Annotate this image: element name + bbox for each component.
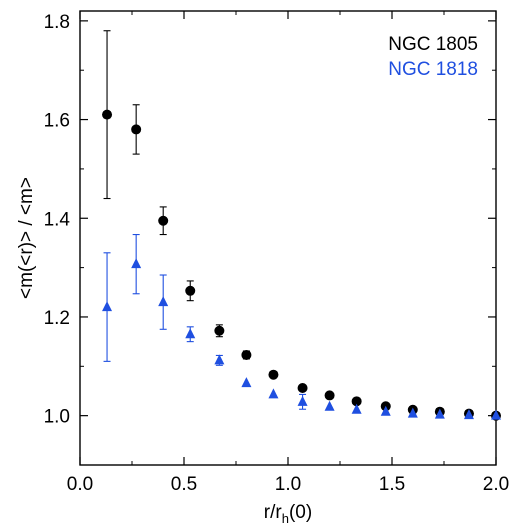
x-tick-label: 0.0 bbox=[67, 474, 93, 495]
data-point-triangle bbox=[102, 301, 113, 312]
data-point-circle bbox=[185, 285, 196, 296]
legend-label-ngc1818: NGC 1818 bbox=[388, 59, 478, 80]
data-point-circle bbox=[131, 124, 142, 135]
data-point-circle bbox=[324, 390, 335, 401]
data-point-triangle bbox=[380, 405, 391, 416]
y-tick-label: 1.4 bbox=[44, 209, 71, 230]
x-tick-label: 2.0 bbox=[483, 474, 509, 495]
data-point-triangle bbox=[491, 409, 501, 420]
legend-label-ngc1805: NGC 1805 bbox=[388, 34, 478, 55]
data-point-circle bbox=[158, 215, 169, 226]
data-point-triangle bbox=[268, 388, 279, 399]
data-point-circle bbox=[102, 109, 113, 120]
data-point-triangle bbox=[131, 258, 142, 269]
x-tick-label: 0.5 bbox=[171, 474, 197, 495]
data-point-triangle bbox=[324, 400, 335, 411]
data-point-triangle bbox=[463, 409, 474, 420]
data-point-circle bbox=[351, 396, 362, 407]
data-point-triangle bbox=[241, 377, 252, 388]
y-tick-label: 1.2 bbox=[44, 308, 70, 329]
x-axis-label: r/rh(0) bbox=[264, 502, 312, 526]
data-point-circle bbox=[297, 383, 308, 394]
data-point-triangle bbox=[297, 395, 308, 406]
data-point-triangle bbox=[407, 407, 418, 418]
data-point-triangle bbox=[214, 354, 225, 365]
data-point-triangle bbox=[158, 296, 169, 307]
x-tick-label: 1.0 bbox=[275, 474, 301, 495]
data-marks bbox=[102, 30, 501, 421]
data-point-triangle bbox=[351, 403, 362, 414]
data-point-circle bbox=[268, 369, 279, 380]
y-tick-label: 1.0 bbox=[44, 407, 70, 428]
data-point-circle bbox=[214, 325, 225, 336]
x-tick-label: 1.5 bbox=[379, 474, 405, 495]
y-tick-label: 1.8 bbox=[44, 12, 70, 33]
y-axis-label: <m(<r)> / <m> bbox=[16, 177, 37, 299]
data-point-triangle bbox=[434, 408, 445, 419]
y-tick-label: 1.6 bbox=[44, 111, 70, 132]
data-point-circle bbox=[241, 349, 252, 360]
data-point-triangle bbox=[185, 328, 196, 339]
axis-ticks: 0.0 0.5 1.0 1.5 2.0 1.0 1.2 1.4 1.6 1.8 bbox=[44, 11, 509, 495]
